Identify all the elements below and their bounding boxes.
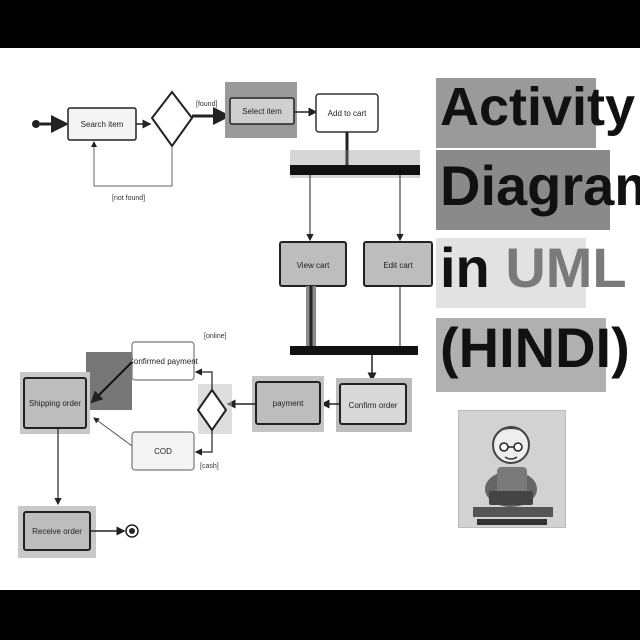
decision-diamond-1	[150, 90, 194, 148]
node-confirm-order-label: Confirm order	[349, 401, 398, 410]
initial-node	[32, 120, 40, 128]
node-shipping-order: Shipping order	[23, 377, 87, 429]
node-confirmed-payment-label: Confirmed payment	[128, 357, 199, 366]
title-line-2: Diagram	[440, 154, 640, 217]
node-search-item-label: Search item	[81, 120, 124, 129]
bottom-letterbox	[0, 590, 640, 640]
node-confirmed-payment: Confirmed payment	[128, 341, 199, 381]
node-view-cart: View cart	[279, 241, 347, 287]
node-cod: COD	[131, 431, 195, 471]
node-edit-cart: Edit cart	[363, 241, 433, 287]
guard-cash: [cash]	[200, 463, 219, 470]
channel-mascot-logo	[458, 410, 566, 528]
node-payment-label: payment	[273, 399, 304, 408]
node-shipping-order-label: Shipping order	[29, 399, 81, 408]
node-confirm-order: Confirm order	[339, 383, 407, 425]
guard-online: [online]	[204, 333, 227, 340]
guard-found: [found]	[196, 101, 217, 108]
title-line-4: (HINDI)	[440, 316, 630, 379]
title-in: in	[440, 236, 490, 299]
title-line-3: in UML	[440, 240, 627, 296]
node-payment: payment	[255, 381, 321, 425]
join-bar	[290, 346, 418, 355]
mascot-icon	[459, 411, 565, 527]
node-edit-cart-label: Edit cart	[383, 261, 413, 270]
node-receive-order: Receive order	[23, 511, 91, 551]
node-cod-label: COD	[154, 447, 172, 456]
node-receive-order-label: Receive order	[32, 527, 82, 536]
node-add-to-cart: Add to cart	[315, 93, 379, 133]
final-node	[125, 524, 139, 538]
node-search-item: Search item	[67, 107, 137, 141]
guard-not-found: [not found]	[112, 195, 145, 202]
node-add-to-cart-label: Add to cart	[328, 109, 367, 118]
title-uml: UML	[505, 236, 627, 299]
top-letterbox	[0, 0, 640, 48]
node-view-cart-label: View cart	[297, 261, 331, 270]
title-line-1: Activity	[440, 77, 636, 137]
node-select-item-label: Select item	[242, 107, 282, 116]
node-select-item: Select item	[229, 97, 295, 125]
